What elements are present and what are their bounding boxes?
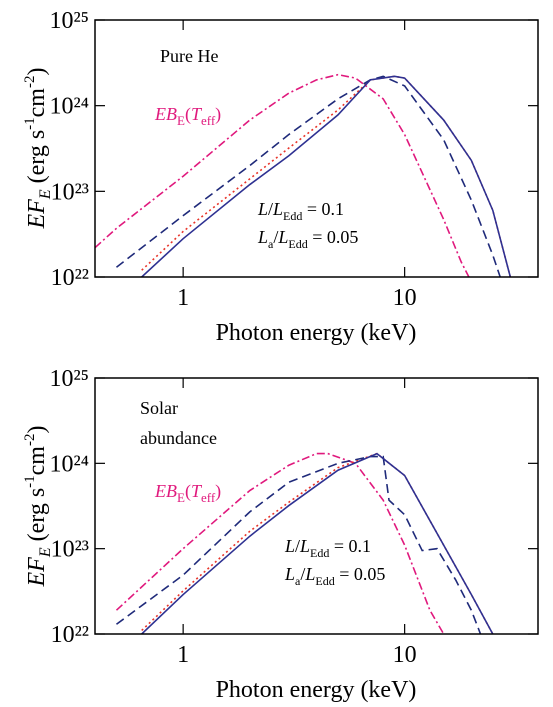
x-tick-label: 1 [177, 642, 189, 668]
x-axis-label: Photon energy (keV) [216, 677, 417, 703]
y-tick-label: 10²² [51, 622, 89, 648]
y-tick-label: 10²⁵ [49, 366, 89, 392]
spectrum-line [141, 75, 512, 277]
annotation: EBE(Teff) [154, 104, 221, 128]
x-tick-label: 10 [393, 642, 417, 668]
y-tick-label: 10²⁴ [49, 94, 89, 120]
plot-frame [94, 19, 539, 278]
annotation: La/LEdd = 0.05 [284, 564, 385, 588]
y-axis-label: EFE (erg s-1cm-2) [22, 68, 54, 230]
annotation: La/LEdd = 0.05 [257, 227, 358, 251]
annotation: EBE(Teff) [154, 481, 221, 505]
spectrum-line [141, 452, 494, 634]
y-tick-label: 10²³ [51, 179, 89, 205]
plot-lines [95, 73, 512, 277]
x-axis-label: Photon energy (keV) [216, 320, 417, 346]
y-axis-label: EFE (erg s-1cm-2) [22, 426, 54, 588]
annotation: Pure He [160, 46, 218, 66]
spectrum-line [115, 455, 482, 634]
annotation: Solar [140, 398, 178, 418]
annotation: L/LEdd = 0.1 [284, 536, 371, 560]
x-tick-label: 1 [177, 285, 189, 311]
spectrum-line [95, 73, 470, 277]
plot-frame [94, 377, 539, 635]
plot-lines [115, 452, 494, 634]
y-tick-label: 10²⁵ [49, 8, 89, 34]
y-tick-label: 10²⁴ [49, 451, 89, 477]
y-tick-label: 10²³ [51, 537, 89, 563]
y-tick-label: 10²² [51, 265, 89, 291]
spectrum-line [115, 75, 501, 277]
spectrum-line [115, 452, 445, 634]
annotation: abundance [140, 428, 217, 448]
x-tick-label: 10 [393, 285, 417, 311]
annotation: L/LEdd = 0.1 [257, 199, 344, 223]
